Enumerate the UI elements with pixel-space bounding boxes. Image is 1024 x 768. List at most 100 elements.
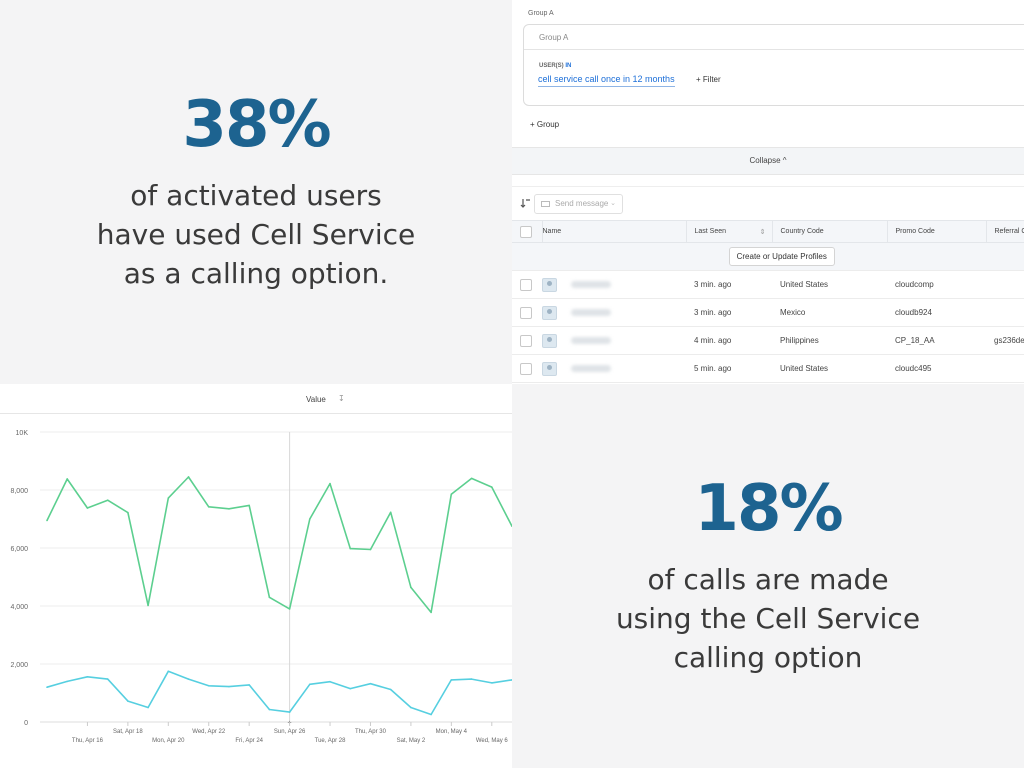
data-point — [167, 497, 170, 499]
data-point — [470, 477, 473, 480]
group-top-label: Group A — [528, 10, 554, 17]
x-tick-label: Wed, May 6 — [476, 738, 509, 744]
promo-cell: cloudc495 — [887, 354, 986, 383]
data-point — [86, 507, 89, 509]
x-tick-label: Thu, Apr 30 — [355, 729, 387, 735]
users-in-label: USER(S) IN — [539, 63, 571, 69]
series-line — [46, 476, 512, 614]
redacted-name — [571, 309, 611, 316]
column-header-name[interactable]: Name — [542, 220, 687, 243]
collapse-button[interactable]: Collapse ^ — [512, 147, 1024, 175]
column-header-last-seen[interactable]: Last Seen ⇕ — [686, 220, 773, 243]
stat-block-2: 18% of calls are made using the Cell Ser… — [512, 472, 1024, 677]
group-card-title[interactable]: Group A — [539, 33, 569, 42]
column-header-promo-code[interactable]: Promo Code — [887, 220, 987, 243]
data-point — [248, 684, 250, 686]
y-tick-label: 2,000 — [10, 662, 28, 669]
last-seen-cell: 5 min. ago — [686, 354, 772, 383]
data-point — [106, 499, 109, 501]
referral-cell — [986, 270, 1024, 299]
chevron-down-icon: ⌄ — [610, 200, 616, 207]
promo-cell: cloudcomp — [887, 270, 986, 299]
data-point — [288, 608, 291, 610]
country-cell: Philippines — [772, 326, 887, 355]
redacted-name — [571, 365, 611, 372]
table-toolbar: Send message ⌄ — [512, 186, 1024, 220]
data-point — [268, 708, 271, 711]
stat-text-1-line: of activated users — [130, 179, 382, 212]
y-tick-label: 4,000 — [10, 604, 28, 611]
send-message-label: Send message — [555, 199, 609, 208]
add-filter-button[interactable]: + Filter — [696, 75, 721, 84]
data-point — [66, 478, 69, 480]
user-name-cell — [542, 326, 686, 355]
data-point — [167, 670, 170, 673]
y-tick-label: 8,000 — [10, 488, 28, 495]
data-point — [450, 679, 453, 681]
column-header-country-code[interactable]: Country Code — [772, 220, 888, 243]
row-checkbox[interactable] — [520, 306, 532, 319]
data-point — [106, 678, 109, 680]
table-row[interactable]: 4 min. ago Philippines CP_18_AA gs236des… — [512, 326, 1024, 355]
data-point — [511, 525, 512, 528]
stat-number-2: 18% — [694, 472, 843, 546]
data-point — [430, 713, 432, 716]
data-point — [228, 685, 230, 688]
sort-arrows-icon: ⇕ — [759, 228, 766, 236]
row-checkbox[interactable] — [520, 334, 532, 347]
data-point — [187, 476, 190, 478]
sort-icon[interactable] — [520, 197, 532, 209]
x-tick-label: Wed, Apr 22 — [192, 729, 226, 735]
x-tick-label: Thu, Apr 16 — [72, 738, 104, 744]
data-point — [46, 519, 48, 522]
group-card: Group A USER(S) IN cell service call onc… — [523, 24, 1024, 106]
row-checkbox[interactable] — [520, 278, 532, 291]
stat-block-1: 38% of activated users have used Cell Se… — [0, 88, 512, 293]
send-message-button[interactable]: Send message ⌄ — [534, 194, 623, 214]
data-point — [349, 547, 352, 550]
referral-cell — [986, 354, 1024, 383]
data-point — [410, 706, 412, 709]
sort-descending-icon[interactable]: ↧ — [338, 394, 345, 403]
data-point — [207, 506, 210, 508]
add-group-button[interactable]: + Group — [530, 120, 560, 129]
data-point — [389, 688, 392, 691]
row-checkbox-cell — [512, 326, 542, 355]
table-row[interactable]: 3 min. ago Mexico cloudb924 — [512, 298, 1024, 327]
last-seen-cell: 3 min. ago — [686, 270, 772, 299]
create-update-profiles-button[interactable]: Create or Update Profiles — [728, 247, 835, 266]
user-segment-panel: Group A Group A USER(S) IN cell service … — [512, 0, 1024, 384]
data-point — [410, 586, 412, 589]
avatar — [542, 305, 557, 320]
row-checkbox-cell — [512, 270, 542, 299]
select-all-checkbox[interactable] — [520, 225, 532, 238]
redacted-name — [571, 281, 611, 288]
stat-text-1: of activated users have used Cell Servic… — [0, 176, 512, 293]
data-point — [46, 686, 48, 688]
data-point — [147, 706, 149, 709]
chart-value-label[interactable]: Value — [306, 395, 326, 404]
row-checkbox[interactable] — [520, 362, 532, 375]
segment-link[interactable]: cell service call once in 12 months — [538, 74, 675, 87]
table-row[interactable]: 3 min. ago United States cloudcomp — [512, 270, 1024, 299]
data-point — [268, 596, 271, 599]
x-tick-label: Sat, May 2 — [397, 738, 426, 744]
data-point — [309, 518, 311, 520]
last-seen-cell: 3 min. ago — [686, 298, 772, 327]
data-point — [511, 679, 512, 681]
column-header-referral[interactable]: Referral C — [986, 220, 1024, 243]
stat-panel-cell-service-calls: 18% of calls are made using the Cell Ser… — [512, 384, 1024, 768]
stat-text-2-line: calling option — [673, 641, 863, 674]
data-point — [369, 548, 372, 551]
data-point — [147, 604, 149, 607]
users-in-operator[interactable]: IN — [565, 63, 572, 69]
table-row[interactable]: 5 min. ago United States cloudc495 — [512, 354, 1024, 383]
data-point — [248, 504, 250, 507]
data-point — [309, 683, 311, 686]
x-tick-label: Tue, Apr 28 — [315, 738, 346, 744]
data-point — [349, 687, 352, 690]
stat-text-1-line: as a calling option. — [123, 257, 389, 290]
data-point — [86, 675, 89, 678]
x-tick-label: Mon, Apr 20 — [152, 738, 185, 744]
